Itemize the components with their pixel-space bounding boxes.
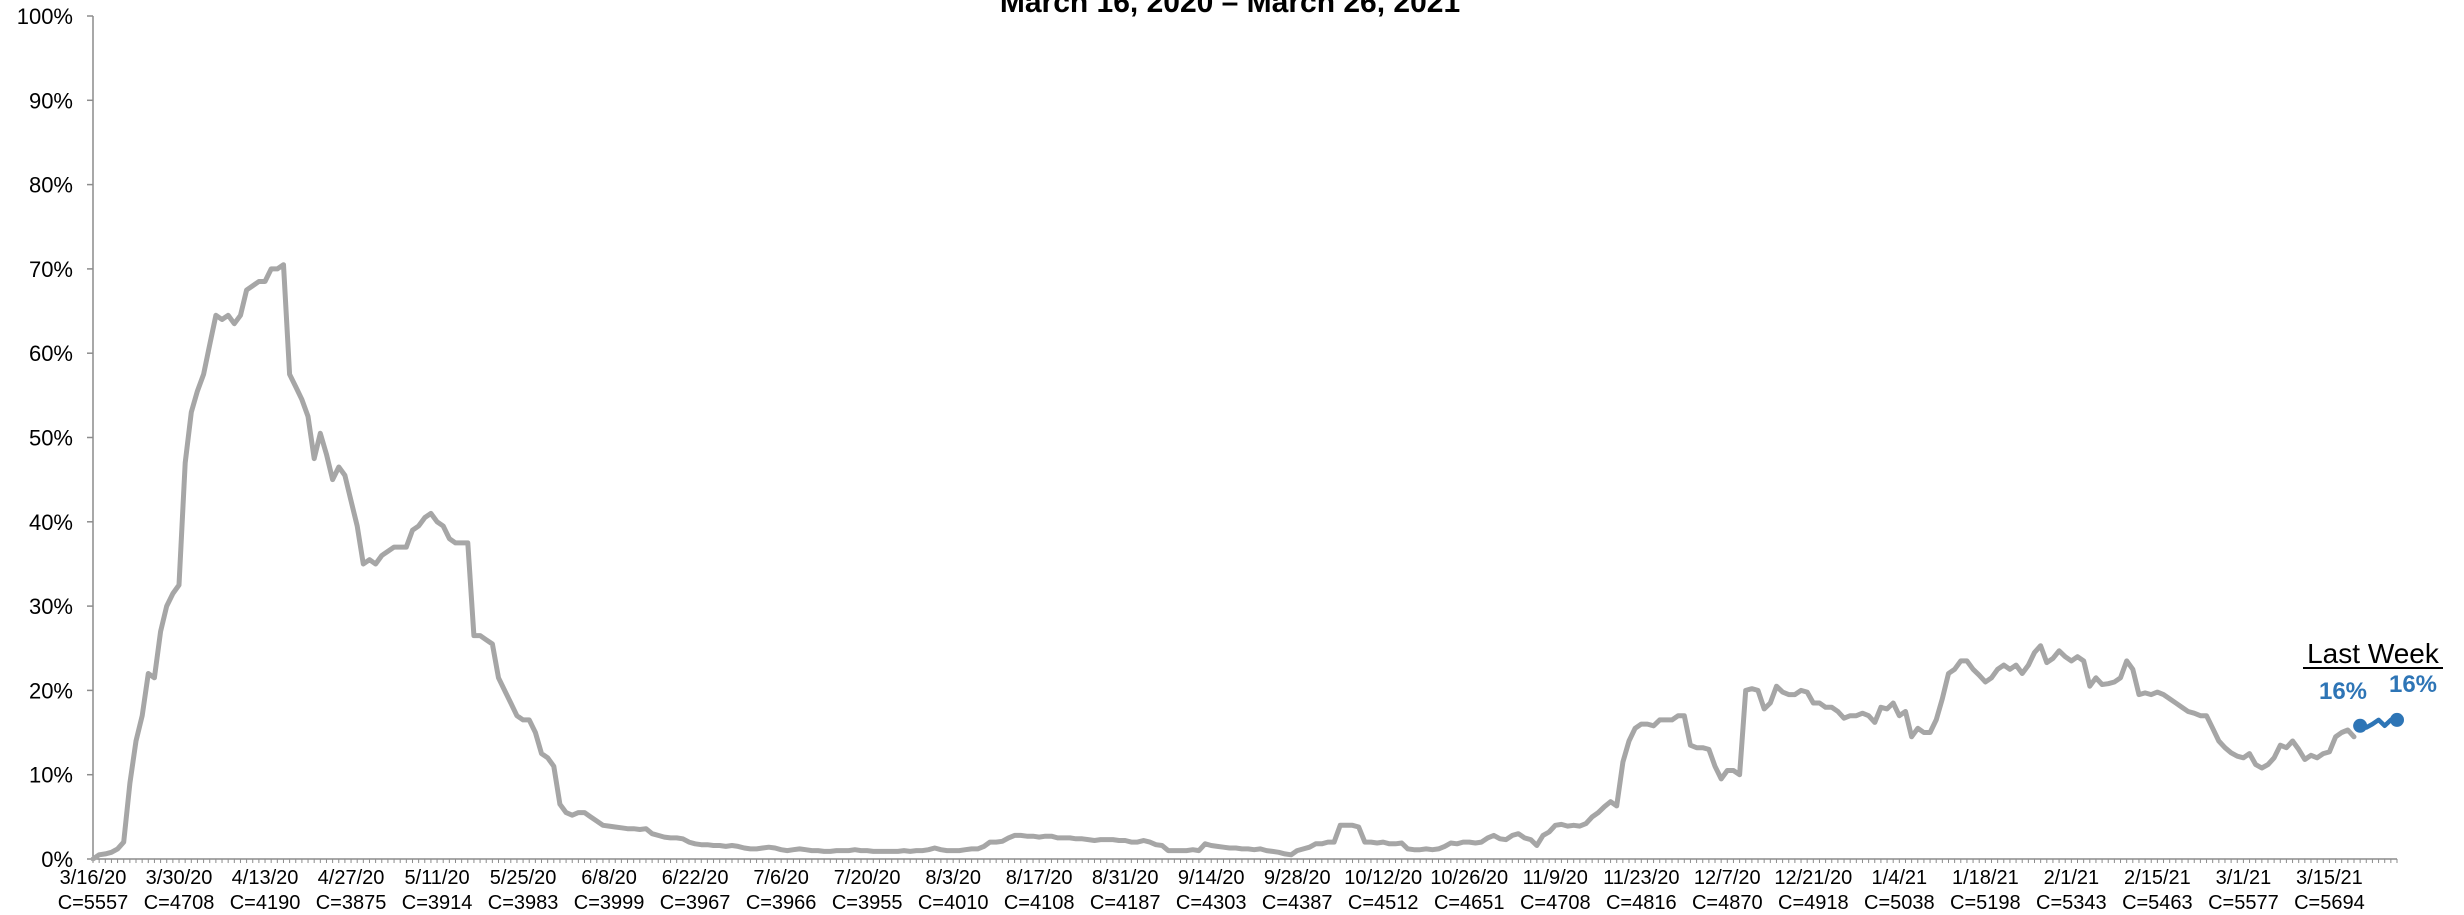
x-tick-count: C=4010 [918,892,989,914]
y-tick-label: 10% [29,763,73,788]
y-tick-label: 80% [29,173,73,198]
x-tick-count: C=4512 [1348,892,1419,914]
x-tick-count: C=3966 [746,892,817,914]
x-tick-date: 8/17/20 [1006,867,1073,889]
y-axis: 0% 10% 20% 30% 40% 50% 60% 70% 80% 90% 100% [17,4,94,872]
x-tick-count: C=4708 [144,892,215,914]
x-tick-count: C=4651 [1434,892,1505,914]
x-tick-date: 6/22/20 [662,867,729,889]
x-tick-count: C=4187 [1090,892,1161,914]
x-tick-count: C=3967 [660,892,731,914]
x-tick-date: 3/1/21 [2216,867,2272,889]
x-tick-date: 7/6/20 [753,867,809,889]
x-tick-count: C=3914 [402,892,473,914]
x-tick-date: 12/21/20 [1774,867,1852,889]
x-tick-date: 3/16/20 [60,867,127,889]
x-tick-count: C=4918 [1778,892,1849,914]
series-line-historical [90,262,2357,862]
x-tick-count: C=5694 [2294,892,2365,914]
y-tick-label: 50% [29,426,73,451]
x-tick-count: C=3999 [574,892,645,914]
x-tick-date: 10/26/20 [1430,867,1508,889]
x-tick-date: 5/25/20 [490,867,557,889]
x-tick-count: C=5577 [2208,892,2279,914]
x-tick-date: 7/20/20 [834,867,901,889]
x-tick-date: 3/15/21 [2296,867,2363,889]
x-tick-date: 4/27/20 [318,867,385,889]
x-tick-date: 3/30/20 [146,867,213,889]
y-tick-label: 60% [29,341,73,366]
last-week-heading: Last Week [2307,638,2440,669]
x-tick-count: C=5343 [2036,892,2107,914]
x-tick-date: 4/13/20 [232,867,299,889]
x-tick-count: C=5198 [1950,892,2021,914]
x-tick-count: C=4303 [1176,892,1247,914]
x-tick-date: 11/9/20 [1523,867,1588,889]
y-tick-label: 100% [17,4,73,29]
x-tick-count: C=4190 [230,892,301,914]
x-tick-date: 9/28/20 [1264,867,1331,889]
last-week-start-label: 16% [2319,678,2367,705]
last-week-end-point [2390,712,2404,727]
series-lines [90,262,2404,862]
y-tick-label: 0% [41,847,73,872]
last-week-end-label: 16% [2389,671,2437,698]
y-tick-label: 40% [29,510,73,535]
x-tick-date: 6/8/20 [581,867,637,889]
last-week-annotation: Last Week 16% 16% [2303,638,2443,705]
x-tick-date: 5/11/20 [404,867,469,889]
x-tick-count: C=4108 [1004,892,1075,914]
chart-title: March 16, 2020 – March 26, 2021 [1000,0,1460,19]
x-tick-date: 8/31/20 [1092,867,1159,889]
x-tick-date: 1/4/21 [1872,867,1928,889]
x-tick-count: C=4708 [1520,892,1591,914]
y-tick-label: 70% [29,257,73,282]
x-tick-date: 11/23/20 [1603,867,1679,889]
x-tick-count: C=4387 [1262,892,1333,914]
y-tick-label: 20% [29,678,73,703]
x-tick-date: 8/3/20 [925,867,981,889]
x-tick-date: 10/12/20 [1344,867,1422,889]
x-tick-count: C=3983 [488,892,559,914]
x-tick-date: 2/15/21 [2124,867,2191,889]
x-tick-date: 1/18/21 [1952,867,2019,889]
last-week-start-point [2353,718,2368,733]
x-tick-date: 12/7/20 [1694,867,1761,889]
x-tick-date: 2/1/21 [2044,867,2100,889]
x-tick-count: C=3955 [832,892,903,914]
x-tick-date: 9/14/20 [1178,867,1245,889]
x-tick-count: C=5557 [58,892,129,914]
x-axis: 3/16/20 C=5557 3/30/20 C=4708 4/13/20 C=4190 4… [58,858,2398,914]
x-tick-count: C=5038 [1864,892,1935,914]
x-tick-count: C=4870 [1692,892,1763,914]
y-tick-label: 30% [29,594,73,619]
y-tick-label: 90% [29,88,73,113]
x-tick-count: C=5463 [2122,892,2193,914]
x-tick-count: C=4816 [1606,892,1677,914]
x-tick-count: C=3875 [316,892,387,914]
